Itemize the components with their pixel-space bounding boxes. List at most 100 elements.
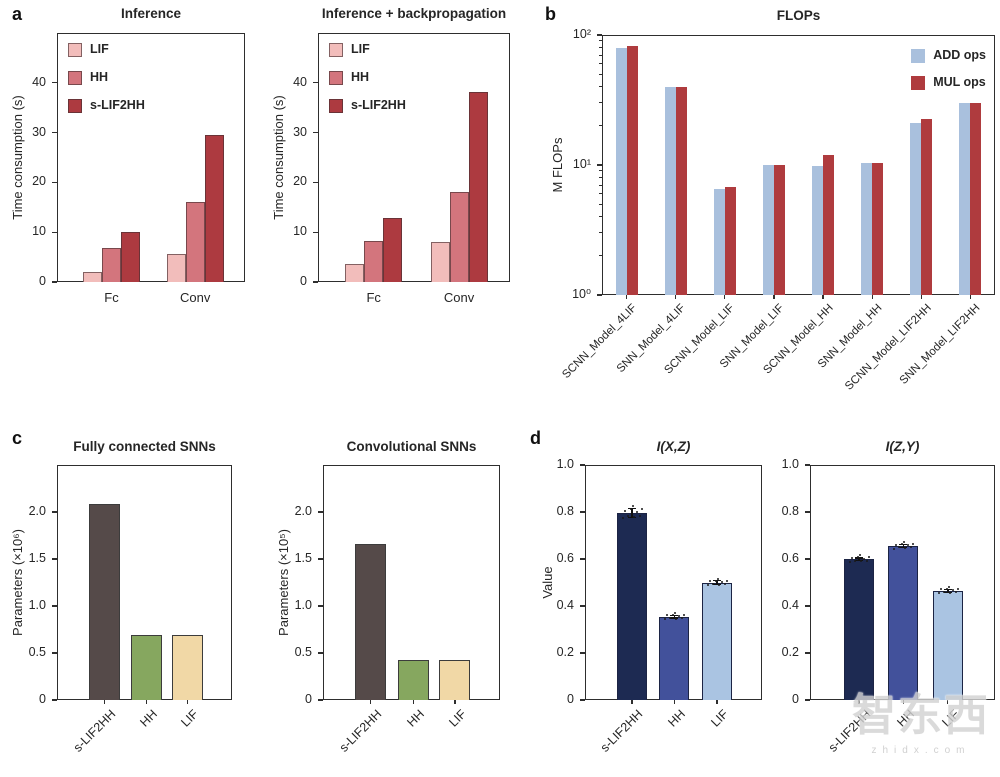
- legend-swatch: [911, 48, 926, 63]
- bar: [762, 165, 774, 295]
- y-tick: [580, 511, 585, 513]
- y-tick: [805, 558, 810, 560]
- bar: [615, 47, 627, 295]
- legend-label: HH: [90, 70, 109, 84]
- legend-swatch: [329, 42, 343, 57]
- y-tick: [313, 181, 318, 184]
- y-tick: [52, 181, 57, 184]
- legend-swatch: [68, 70, 82, 85]
- error-bar-cap: [899, 546, 908, 548]
- y-tick: [805, 511, 810, 513]
- legend: ADD ops MUL ops: [911, 48, 986, 90]
- bar: [872, 163, 884, 295]
- legend-label: LIF: [351, 42, 370, 56]
- x-tick: [822, 295, 824, 299]
- chart-title: Fully connected SNNs: [73, 439, 216, 454]
- scatter-dot: [723, 582, 726, 585]
- y-tick: [318, 652, 323, 654]
- chart-title: Inference + backpropagation: [321, 6, 507, 21]
- x-tick: [673, 700, 676, 704]
- y-tick: [580, 605, 585, 607]
- scatter-dot: [664, 618, 667, 621]
- scatter-dot: [674, 611, 677, 614]
- scatter-dot: [725, 579, 728, 582]
- bar: [449, 192, 469, 282]
- y-tick-label: 0: [39, 274, 46, 288]
- y-minor-tick: [599, 40, 602, 42]
- y-tick-label: 1.0: [781, 457, 799, 471]
- legend-swatch: [329, 70, 343, 85]
- y-minor-tick: [599, 54, 602, 56]
- bar: [166, 253, 186, 282]
- legend-item: LIF: [68, 42, 145, 57]
- x-tick-label: LIF: [178, 707, 202, 730]
- panel-label-c: c: [12, 428, 23, 448]
- y-tick: [318, 558, 323, 560]
- y-minor-tick: [599, 255, 602, 257]
- chart-params-fully-connected: Fully connected SNNs Parameters (×10⁶) 0 0.…: [10, 439, 232, 755]
- bar: [345, 264, 365, 282]
- bar: [102, 248, 122, 282]
- bar: [616, 513, 647, 700]
- scatter-dot: [910, 546, 913, 549]
- bar: [185, 201, 205, 282]
- error-bar: [631, 508, 633, 518]
- y-axis-label: Parameters (×10⁶): [10, 529, 25, 636]
- x-tick-label: LIF: [708, 707, 731, 730]
- error-bar-cap: [899, 544, 908, 546]
- error-bar: [716, 580, 718, 585]
- legend-item: LIF: [329, 42, 406, 57]
- chart-title: Inference: [120, 6, 182, 21]
- scatter-dot: [868, 556, 871, 559]
- x-tick: [103, 700, 105, 704]
- y-tick: [318, 699, 323, 701]
- legend-item: s-LIF2HH: [68, 98, 145, 113]
- bar: [701, 582, 732, 700]
- y-tick-label: 0.5: [294, 645, 312, 659]
- scatter-dot: [716, 577, 719, 580]
- legend-item: HH: [329, 70, 406, 85]
- bar: [970, 102, 982, 295]
- scatter-dot: [675, 617, 678, 620]
- y-tick: [52, 281, 57, 283]
- x-tick: [186, 700, 189, 704]
- y-tick-label: 0.8: [781, 504, 799, 518]
- bar: [675, 86, 687, 295]
- y-tick: [597, 294, 602, 296]
- chart-inference-time: Inference Time consumption (s) 0 10 20 30 40 Fc…: [10, 6, 245, 305]
- legend-label: LIF: [90, 42, 109, 56]
- error-bar-cap: [627, 507, 636, 510]
- legend-label: s-LIF2HH: [90, 98, 145, 112]
- error-bar: [673, 615, 676, 618]
- scatter-dot: [939, 588, 942, 591]
- error-bar: [858, 558, 860, 561]
- y-minor-tick: [599, 86, 602, 88]
- chart-flops: FLOPs M FLOPs 10⁰ 10¹ 10² SCNN_Model_4LIF SNN_…: [550, 8, 995, 393]
- error-bar-cap: [855, 557, 864, 559]
- chart-mutual-info-izy: I(Z,Y) 0 0.2 0.4 0.6 0.8 1.0 s-LIF2HH HH LIF: [782, 439, 995, 755]
- scatter-dot: [683, 613, 686, 616]
- x-tick-label: Conv: [179, 290, 211, 305]
- chart-title: Convolutional SNNs: [346, 439, 477, 454]
- x-tick-label: SCNN_Model_LIF2HH: [843, 302, 934, 393]
- bar: [626, 46, 638, 295]
- y-tick: [52, 699, 57, 701]
- bar: [430, 241, 450, 282]
- bar: [823, 154, 835, 295]
- error-bar-cap: [712, 584, 721, 586]
- scatter-dot: [956, 587, 959, 590]
- watermark-domain: zhidx.com: [871, 744, 971, 756]
- bar: [171, 635, 203, 700]
- scatter-dot: [951, 589, 954, 592]
- bar: [713, 189, 725, 295]
- y-tick: [313, 131, 318, 134]
- x-tick-label: s-LIF2HH: [336, 707, 385, 755]
- x-tick-label: HH: [665, 707, 689, 730]
- bar: [364, 241, 384, 282]
- x-tick-label: LIF: [446, 707, 469, 730]
- y-tick: [580, 699, 585, 701]
- scatter-dot: [866, 559, 869, 562]
- scatter-dot: [859, 554, 862, 557]
- bar: [383, 217, 403, 282]
- bar: [664, 86, 676, 295]
